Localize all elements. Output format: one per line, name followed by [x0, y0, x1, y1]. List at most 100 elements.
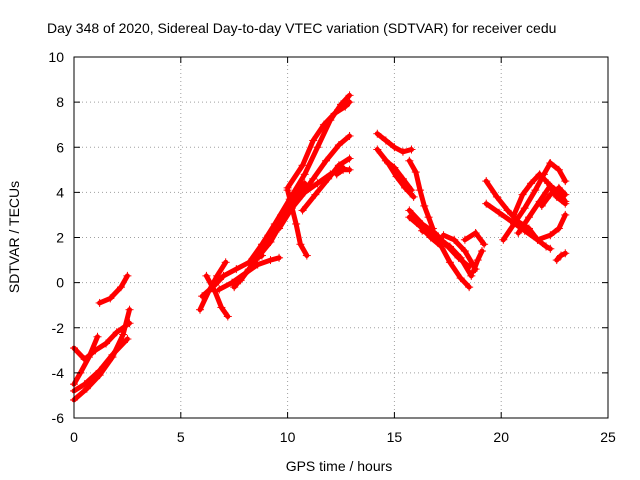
data-point: [341, 102, 350, 111]
data-point: [460, 247, 469, 256]
data-point: [102, 339, 111, 348]
data-point: [518, 190, 527, 199]
data-point: [334, 161, 343, 170]
data-point: [460, 235, 469, 244]
data-point: [542, 242, 551, 251]
data-point: [405, 206, 414, 215]
data-point: [313, 179, 322, 188]
data-point: [319, 120, 328, 129]
series-track-q: [298, 154, 354, 215]
data-point: [554, 183, 563, 192]
data-point: [420, 201, 429, 210]
data-point: [469, 267, 478, 276]
data-point: [495, 208, 504, 217]
data-point: [433, 233, 442, 242]
data-point: [345, 98, 354, 107]
data-point: [418, 226, 427, 235]
data-point: [266, 256, 275, 265]
data-point: [439, 231, 448, 240]
data-point: [309, 136, 318, 145]
data-point: [544, 179, 553, 188]
series-line: [71, 320, 132, 363]
data-point: [119, 330, 128, 339]
series-track-r: [332, 165, 354, 179]
data-point: [398, 174, 407, 183]
data-point: [219, 271, 228, 280]
data-point: [531, 186, 540, 195]
data-point: [123, 335, 132, 344]
data-point: [557, 251, 566, 260]
y-tick-label: -6: [52, 410, 65, 426]
data-point: [91, 346, 100, 355]
data-point: [373, 145, 382, 154]
data-point: [245, 258, 254, 267]
data-point: [82, 384, 91, 393]
data-point: [334, 140, 343, 149]
y-tick-label: 4: [56, 184, 64, 200]
data-point: [275, 224, 284, 233]
data-point: [345, 91, 354, 100]
series-track-z: [439, 231, 480, 274]
series-line: [500, 159, 568, 243]
data-point: [554, 165, 563, 174]
data-point: [546, 159, 555, 168]
data-point: [561, 177, 570, 186]
data-point: [106, 294, 115, 303]
data-point: [302, 251, 311, 260]
data-point: [405, 156, 414, 165]
series-line: [203, 273, 231, 319]
data-point: [480, 240, 489, 249]
data-point: [116, 283, 125, 292]
data-point: [510, 219, 519, 228]
data-point: [300, 188, 309, 197]
series-line: [483, 201, 568, 243]
data-point: [482, 199, 491, 208]
data-point: [510, 210, 519, 219]
data-point: [514, 228, 523, 237]
data-point: [123, 271, 132, 280]
series-line: [97, 273, 130, 306]
series-line: [462, 229, 487, 247]
plot-area: [70, 91, 570, 404]
chart-title: Day 348 of 2020, Sidereal Day-to-day VTE…: [47, 20, 556, 36]
series-track-ag: [510, 170, 570, 219]
grid: [74, 57, 608, 418]
data-point: [390, 143, 399, 152]
data-point: [309, 174, 318, 183]
data-point: [561, 199, 570, 208]
y-tick-label: 0: [56, 275, 64, 291]
series-line: [406, 158, 436, 231]
data-point: [437, 242, 446, 251]
data-point: [561, 249, 570, 258]
data-point: [445, 258, 454, 267]
x-axis-label: GPS time / hours: [286, 458, 393, 474]
data-point: [456, 253, 465, 262]
data-point: [95, 366, 104, 375]
data-point: [345, 154, 354, 163]
data-point: [381, 136, 390, 145]
data-point: [300, 170, 309, 179]
data-point: [196, 305, 205, 314]
x-tick-label: 15: [387, 429, 403, 445]
data-point: [236, 276, 245, 285]
data-point: [520, 204, 529, 213]
data-point: [296, 240, 305, 249]
data-point: [499, 235, 508, 244]
series-track-h: [202, 271, 232, 321]
data-point: [398, 147, 407, 156]
data-point: [416, 222, 425, 231]
data-point: [405, 213, 414, 222]
data-point: [324, 174, 333, 183]
data-point: [80, 355, 89, 364]
data-point: [202, 271, 211, 280]
data-point: [537, 201, 546, 210]
series-track-p: [283, 186, 311, 260]
data-point: [561, 190, 570, 199]
series-track-aa: [460, 228, 489, 249]
data-point: [217, 303, 226, 312]
y-tick-label: 6: [56, 139, 64, 155]
series-track-e: [95, 271, 132, 307]
data-point: [266, 238, 275, 247]
y-tick-label: 2: [56, 230, 64, 246]
data-point: [477, 247, 486, 256]
